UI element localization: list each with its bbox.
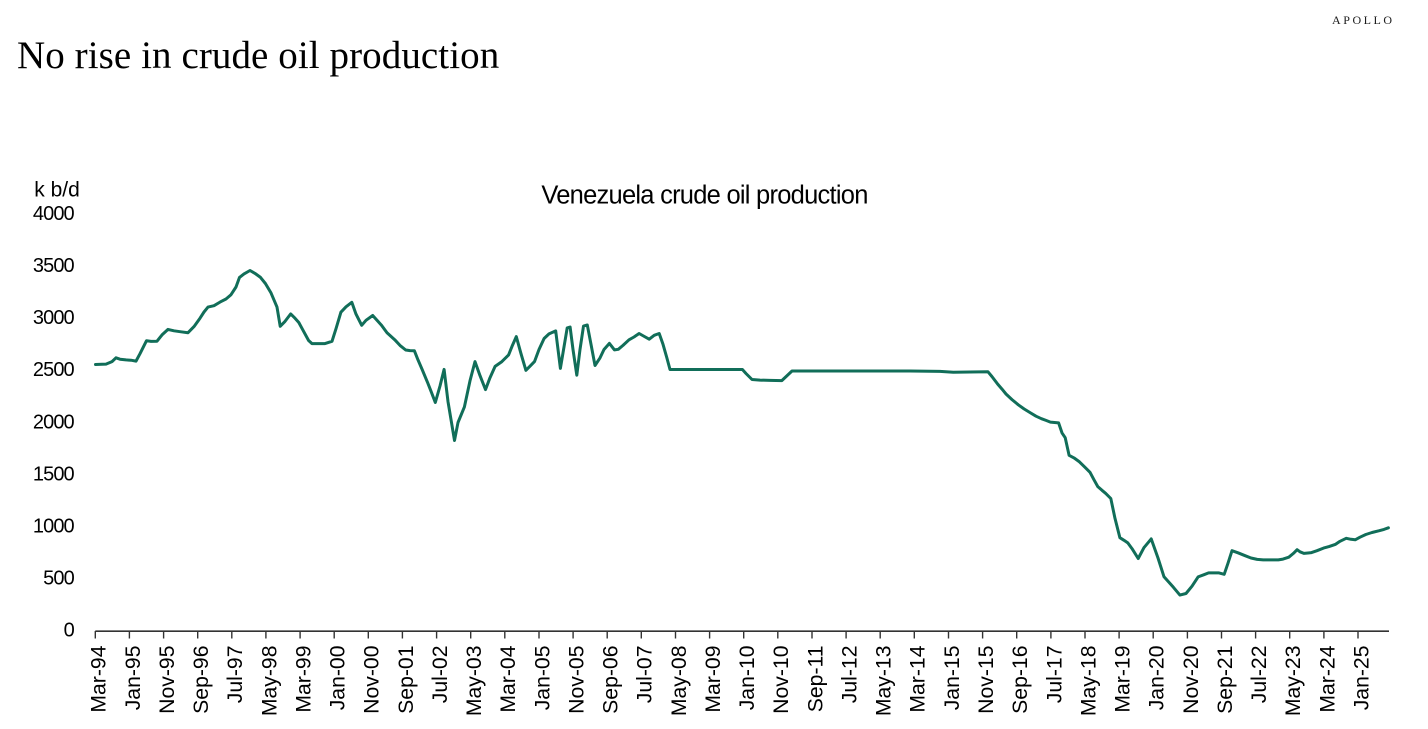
svg-text:Nov-10: Nov-10 (770, 646, 793, 714)
svg-text:4000: 4000 (33, 203, 75, 225)
svg-text:Jan-00: Jan-00 (327, 646, 350, 711)
svg-text:Jul-02: Jul-02 (429, 646, 452, 704)
svg-text:3000: 3000 (33, 307, 75, 329)
svg-text:Jan-20: Jan-20 (1146, 646, 1169, 711)
svg-text:Mar-24: Mar-24 (1316, 645, 1339, 712)
svg-text:Mar-14: Mar-14 (907, 645, 930, 712)
svg-text:Nov-00: Nov-00 (361, 646, 384, 714)
svg-text:May-13: May-13 (873, 646, 896, 717)
svg-text:Jul-12: Jul-12 (839, 646, 862, 704)
svg-text:2000: 2000 (33, 411, 75, 433)
svg-text:k b/d: k b/d (34, 179, 80, 202)
svg-text:Sep-16: Sep-16 (1009, 646, 1032, 714)
svg-text:Sep-21: Sep-21 (1214, 646, 1237, 714)
svg-text:May-23: May-23 (1282, 646, 1305, 717)
svg-text:Nov-95: Nov-95 (156, 646, 179, 714)
svg-text:Nov-05: Nov-05 (566, 646, 589, 714)
svg-text:Jan-15: Jan-15 (941, 646, 964, 711)
svg-text:Mar-09: Mar-09 (702, 646, 725, 713)
svg-text:Jul-07: Jul-07 (634, 646, 657, 704)
svg-text:2500: 2500 (33, 359, 75, 381)
svg-text:Mar-99: Mar-99 (293, 646, 316, 713)
svg-text:Mar-04: Mar-04 (497, 645, 520, 712)
svg-text:May-08: May-08 (668, 646, 691, 717)
svg-text:Sep-11: Sep-11 (804, 646, 827, 713)
svg-text:Sep-06: Sep-06 (600, 646, 623, 714)
svg-text:May-98: May-98 (258, 646, 281, 717)
svg-text:Nov-15: Nov-15 (975, 646, 998, 714)
svg-text:Sep-01: Sep-01 (395, 646, 418, 714)
svg-text:Jan-25: Jan-25 (1350, 646, 1373, 711)
svg-text:Jan-10: Jan-10 (736, 646, 759, 711)
svg-text:May-03: May-03 (463, 646, 486, 717)
svg-text:Jul-97: Jul-97 (224, 646, 247, 704)
svg-text:May-18: May-18 (1077, 646, 1100, 717)
svg-text:Sep-96: Sep-96 (190, 646, 213, 714)
svg-text:Jul-17: Jul-17 (1043, 646, 1066, 704)
svg-text:1000: 1000 (33, 515, 75, 537)
svg-text:500: 500 (43, 568, 74, 590)
svg-text:Mar-94: Mar-94 (88, 645, 111, 712)
svg-text:Mar-19: Mar-19 (1112, 646, 1135, 713)
svg-text:Venezuela crude oil production: Venezuela crude oil production (541, 182, 867, 210)
svg-text:Nov-20: Nov-20 (1180, 646, 1203, 714)
svg-text:3500: 3500 (33, 255, 75, 277)
svg-text:Jan-05: Jan-05 (531, 646, 554, 711)
svg-text:0: 0 (64, 620, 75, 642)
svg-text:Jul-22: Jul-22 (1248, 646, 1271, 704)
svg-text:1500: 1500 (33, 463, 75, 485)
svg-text:Jan-95: Jan-95 (122, 646, 145, 711)
